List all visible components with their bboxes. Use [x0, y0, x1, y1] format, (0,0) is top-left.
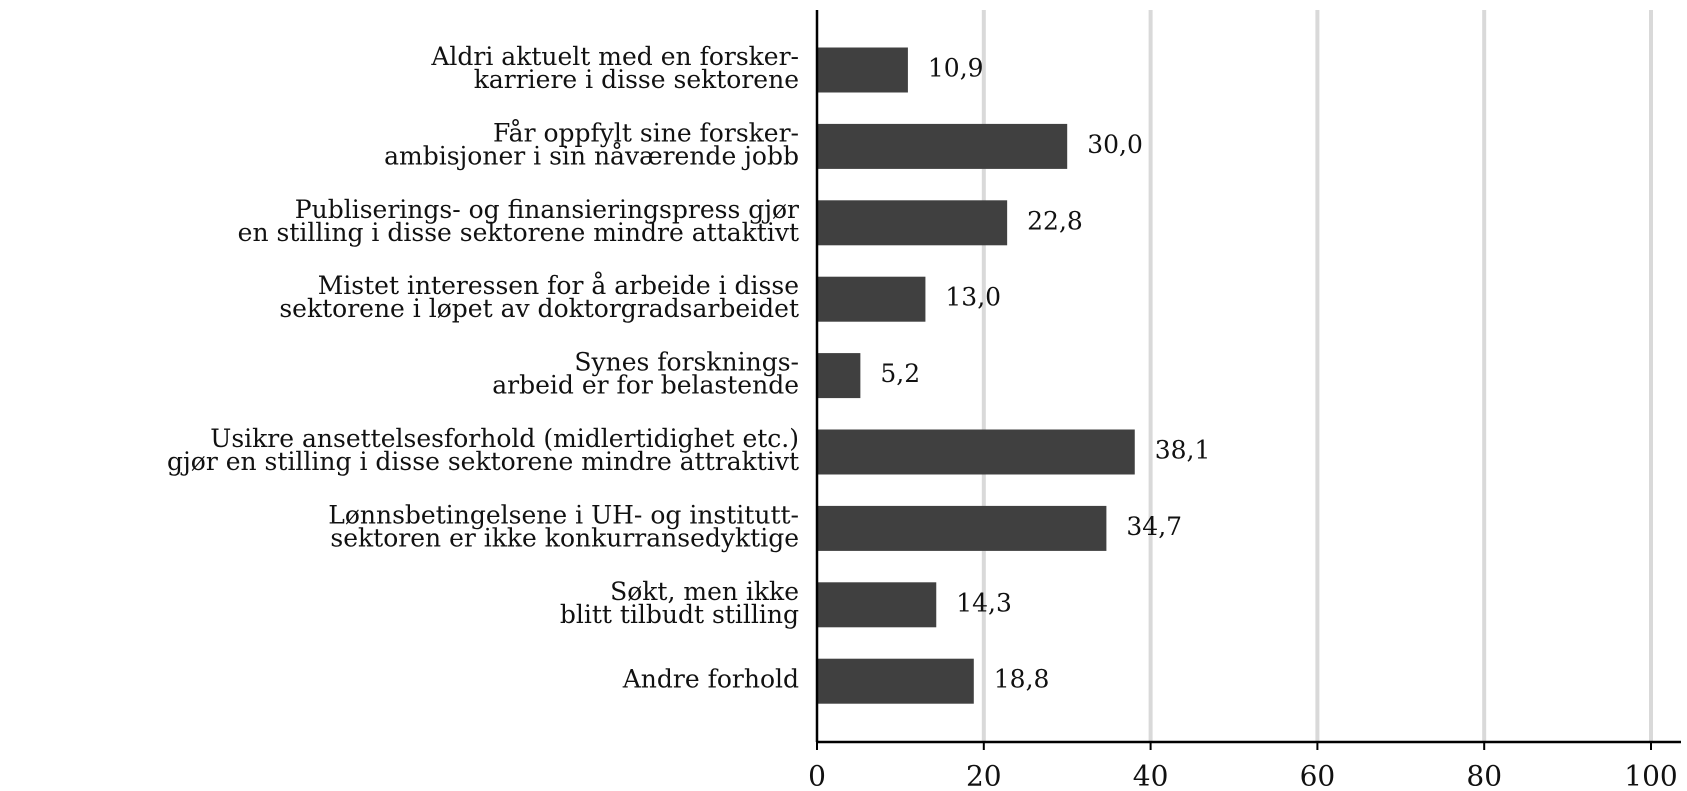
- bar: [817, 353, 861, 399]
- x-tick-label: 100: [1624, 760, 1677, 791]
- y-tick-label: Søkt, men ikke: [610, 577, 799, 606]
- y-tick-label: Lønnsbetingelsene i UH- og institutt-: [328, 500, 799, 529]
- bar: [817, 200, 1008, 246]
- y-tick-label: Synes forsknings-: [574, 348, 799, 377]
- x-tick-label: 20: [966, 760, 1002, 791]
- x-tick-label: 40: [1133, 760, 1169, 791]
- y-tick-label: en stilling i disse sektorene mindre att…: [238, 218, 799, 247]
- y-tick-label: karriere i disse sektorene: [474, 65, 799, 94]
- data-label: 34,7: [1126, 512, 1182, 541]
- x-tick-label: 60: [1300, 760, 1336, 791]
- data-label: 5,2: [880, 359, 920, 388]
- y-tick-label: blitt tilbudt stilling: [560, 600, 799, 629]
- y-tick-label: gjør en stilling i disse sektorene mindr…: [167, 447, 799, 476]
- data-label: 38,1: [1155, 436, 1211, 465]
- data-label: 10,9: [928, 54, 984, 83]
- data-label: 18,8: [994, 665, 1050, 694]
- y-tick-label: ambisjoner i sin nåværende jobb: [384, 141, 799, 170]
- y-tick-label: Mistet interessen for å arbeide i disse: [318, 271, 799, 300]
- bar: [817, 47, 908, 93]
- bar: [817, 582, 937, 628]
- bar: [817, 658, 974, 704]
- x-tick-label: 0: [808, 760, 826, 791]
- bar: [817, 123, 1068, 169]
- bar: [817, 429, 1135, 475]
- y-tick-label: Andre forhold: [622, 665, 799, 694]
- y-tick-label: Publiserings- og finansieringspress gjør: [295, 195, 799, 224]
- y-tick-label: arbeid er for belastende: [492, 371, 799, 400]
- bar: [817, 505, 1107, 551]
- y-tick-label: Får oppfylt sine forsker-: [493, 118, 799, 147]
- y-tick-label: Aldri aktuelt med en forsker-: [430, 42, 799, 71]
- bar: [817, 276, 926, 322]
- data-label: 30,0: [1087, 130, 1143, 159]
- y-tick-label: sektorene i løpet av doktorgradsarbeidet: [279, 294, 799, 323]
- data-label: 14,3: [956, 588, 1012, 617]
- y-tick-label: sektoren er ikke konkurransedyktige: [330, 523, 799, 552]
- data-label: 22,8: [1027, 206, 1083, 235]
- x-tick-label: 80: [1466, 760, 1502, 791]
- data-label: 13,0: [945, 283, 1001, 312]
- y-tick-label: Usikre ansettelsesforhold (midlertidighe…: [210, 424, 799, 453]
